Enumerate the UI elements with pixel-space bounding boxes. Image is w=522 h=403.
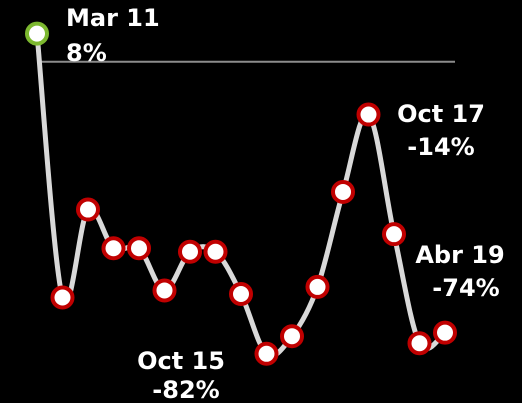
annotation-abr19-date: Abr 19 — [415, 241, 504, 269]
data-point — [356, 102, 381, 127]
data-point — [229, 281, 253, 306]
annotation-mar11-value: 8% — [66, 39, 107, 67]
annotation-oct15-value: -82% — [152, 376, 219, 403]
data-point — [76, 197, 100, 222]
annotation-oct17-value: -14% — [407, 133, 474, 161]
annotation-oct15-date: Oct 15 — [137, 347, 225, 375]
data-point — [254, 341, 279, 366]
highlight-data-point — [25, 21, 49, 46]
data-point — [407, 331, 432, 356]
data-point — [280, 324, 304, 349]
data-point — [178, 239, 202, 264]
annotation-mar11-date: Mar 11 — [66, 4, 160, 32]
data-point — [433, 320, 457, 345]
data-point — [331, 179, 355, 204]
data-markers — [25, 21, 457, 366]
data-point — [50, 285, 75, 310]
data-point — [152, 278, 177, 303]
data-point — [382, 222, 406, 247]
annotation-oct17-date: Oct 17 — [397, 100, 485, 128]
data-point — [127, 236, 151, 261]
data-point — [101, 236, 126, 261]
data-point — [305, 274, 330, 299]
annotation-abr19-value: -74% — [432, 274, 499, 302]
data-point — [203, 239, 228, 264]
